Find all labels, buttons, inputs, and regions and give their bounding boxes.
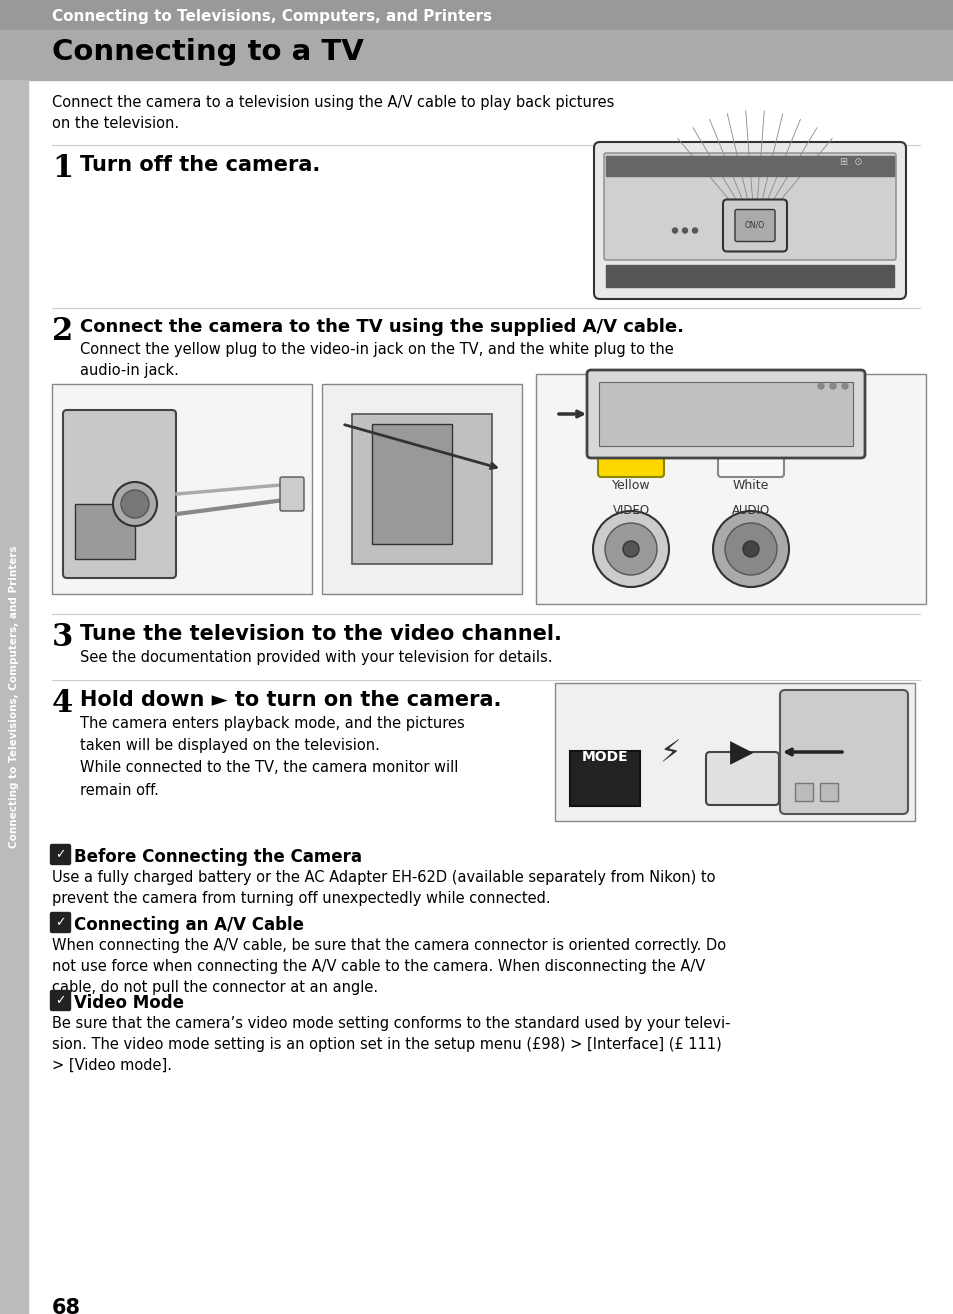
Text: 3: 3 [52,622,73,653]
Bar [0,0,953,30]
Bar [52,384,312,594]
Bar [372,424,452,544]
Text: Use a fully charged battery or the AC Adapter EH-62D (available separately from : Use a fully charged battery or the AC Ad… [52,870,715,905]
FancyBboxPatch shape [718,420,783,477]
Bar [75,505,135,558]
Text: MODE: MODE [581,750,628,763]
Bar [605,156,893,176]
Text: Be sure that the camera’s video mode setting conforms to the standard used by yo: Be sure that the camera’s video mode set… [52,1016,730,1074]
Text: The camera enters playback mode, and the pictures
taken will be displayed on the: The camera enters playback mode, and the… [80,716,464,798]
FancyBboxPatch shape [51,845,71,865]
Text: See the documentation provided with your television for details.: See the documentation provided with your… [80,650,552,665]
Bar [0,30,953,80]
Bar [555,683,914,821]
Text: ⚡: ⚡ [659,740,680,769]
Text: Connect the camera to a television using the A/V cable to play back pictures
on : Connect the camera to a television using… [52,95,614,131]
Text: Hold down ► to turn on the camera.: Hold down ► to turn on the camera. [80,690,501,710]
FancyBboxPatch shape [63,410,175,578]
Bar [794,783,812,802]
Circle shape [672,229,677,233]
FancyBboxPatch shape [51,991,71,1010]
Bar [322,384,521,594]
Text: Video Mode: Video Mode [74,993,184,1012]
FancyBboxPatch shape [51,912,71,933]
Text: When connecting the A/V cable, be sure that the camera connector is oriented cor: When connecting the A/V cable, be sure t… [52,938,725,995]
Text: Connect the yellow plug to the video-in jack on the TV, and the white plug to th: Connect the yellow plug to the video-in … [80,342,673,378]
Text: VIDEO: VIDEO [612,505,649,516]
Circle shape [829,382,835,389]
Bar [352,414,492,564]
FancyBboxPatch shape [603,152,895,260]
Bar [820,783,837,802]
Text: Turn off the camera.: Turn off the camera. [80,155,320,175]
Circle shape [681,229,687,233]
Bar [536,374,925,604]
Bar [0,80,28,1314]
Text: AUDIO: AUDIO [731,505,769,516]
Text: 68: 68 [52,1298,81,1314]
FancyBboxPatch shape [734,209,774,242]
Circle shape [604,523,657,576]
Circle shape [112,482,157,526]
Bar [598,382,852,445]
Text: White: White [732,480,768,491]
FancyBboxPatch shape [280,477,304,511]
Text: 1: 1 [52,152,73,184]
Text: ✓: ✓ [55,993,66,1007]
Circle shape [817,382,823,389]
Text: ✓: ✓ [55,916,66,929]
Bar [605,265,893,286]
FancyBboxPatch shape [705,752,779,805]
Text: Connecting an A/V Cable: Connecting an A/V Cable [74,916,304,934]
Circle shape [712,511,788,587]
FancyBboxPatch shape [722,200,786,251]
Text: Yellow: Yellow [611,480,650,491]
Text: Connecting to a TV: Connecting to a TV [52,38,363,66]
Text: 2: 2 [52,315,73,347]
Text: Tune the television to the video channel.: Tune the television to the video channel… [80,624,561,644]
Bar [569,752,639,805]
FancyBboxPatch shape [598,420,663,477]
Circle shape [622,541,639,557]
Text: ⊞  ⊙: ⊞ ⊙ [840,156,862,167]
Circle shape [593,511,668,587]
FancyBboxPatch shape [586,371,864,459]
Circle shape [692,229,697,233]
Text: Connect the camera to the TV using the supplied A/V cable.: Connect the camera to the TV using the s… [80,318,683,336]
Circle shape [724,523,776,576]
Circle shape [121,490,149,518]
Text: ▶: ▶ [729,738,753,767]
Text: Before Connecting the Camera: Before Connecting the Camera [74,848,361,866]
Circle shape [742,541,759,557]
Text: 4: 4 [52,689,73,719]
Text: Connecting to Televisions, Computers, and Printers: Connecting to Televisions, Computers, an… [9,545,19,849]
Text: ON/O: ON/O [744,219,764,229]
Circle shape [841,382,847,389]
FancyBboxPatch shape [594,142,905,300]
FancyBboxPatch shape [780,690,907,813]
Text: Connecting to Televisions, Computers, and Printers: Connecting to Televisions, Computers, an… [52,8,492,24]
Text: ✓: ✓ [55,848,66,861]
